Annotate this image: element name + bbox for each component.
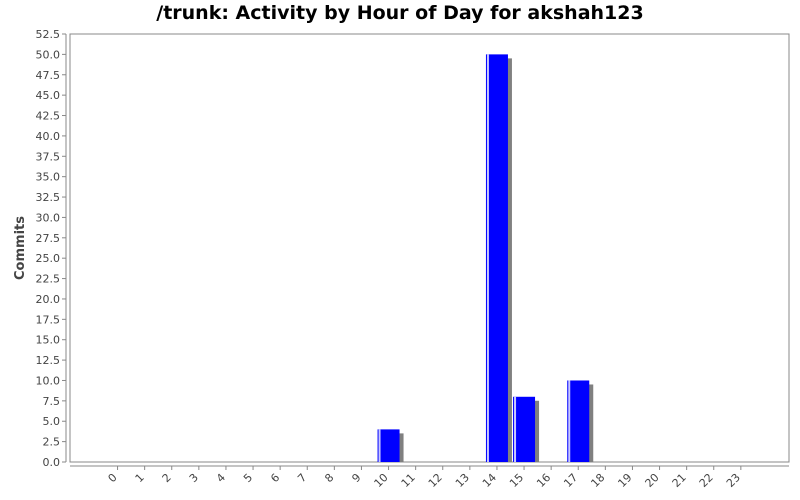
bar [377, 429, 400, 462]
x-tick-label: 3 [187, 471, 201, 485]
y-tick-label: 40.0 [36, 130, 61, 143]
x-tick-label: 13 [453, 471, 472, 490]
x-tick-label: 11 [399, 471, 418, 490]
x-tick-label: 18 [588, 471, 607, 490]
bars [377, 54, 594, 462]
plot-area [69, 33, 790, 463]
bar-highlight [378, 429, 381, 462]
y-axis-title: Commits [13, 216, 28, 280]
y-tick-label: 47.5 [36, 69, 61, 82]
y-tick-label: 17.5 [36, 313, 61, 326]
x-tick-label: 12 [426, 471, 445, 490]
y-tick-label: 2.5 [43, 436, 61, 449]
x-tick-label: 6 [268, 471, 282, 485]
y-tick-label: 27.5 [36, 232, 61, 245]
y-tick-label: 10.0 [36, 374, 61, 387]
y-tick-label: 52.5 [36, 28, 61, 41]
x-tick-label: 19 [615, 471, 634, 490]
y-tick-label: 42.5 [36, 110, 61, 123]
x-axis: 0 1 2 3 4 5 6 7 8 9 10 11 12 13 14 15 16 17 18 19 20 21 22 23 [70, 465, 789, 490]
x-tick-label: 8 [322, 471, 336, 485]
y-tick-label: 5.0 [43, 415, 61, 428]
y-tick-label: 50.0 [36, 48, 61, 61]
bar [513, 396, 536, 462]
x-tick-label: 21 [670, 471, 689, 490]
y-axis: 0.0 2.5 5.0 7.5 10.0 12.5 15.0 17.5 20.0 22.5 25.0… [36, 28, 67, 469]
x-tick-label: 5 [241, 471, 255, 485]
x-tick-label: 0 [106, 471, 120, 485]
y-tick-label: 30.0 [36, 211, 61, 224]
x-tick-label: 10 [372, 471, 391, 490]
x-tick-label: 15 [507, 471, 526, 490]
y-tick-label: 7.5 [43, 395, 61, 408]
bar [567, 380, 590, 462]
x-tick-label: 17 [561, 471, 580, 490]
y-tick-label: 37.5 [36, 150, 61, 163]
x-tick-label: 22 [697, 471, 716, 490]
y-tick-label: 45.0 [36, 89, 61, 102]
y-tick-label: 15.0 [36, 334, 61, 347]
x-tick-label: 16 [534, 471, 553, 490]
x-tick-label: 7 [295, 471, 309, 485]
x-tick-label: 4 [214, 471, 228, 485]
x-tick-label: 2 [160, 471, 174, 485]
x-tick-label: 14 [480, 471, 499, 490]
x-tick-label: 20 [643, 471, 662, 490]
y-tick-label: 0.0 [43, 456, 61, 469]
y-tick-label: 20.0 [36, 293, 61, 306]
y-tick-label: 32.5 [36, 191, 61, 204]
bar-highlight [486, 54, 489, 462]
y-tick-label: 22.5 [36, 273, 61, 286]
y-tick-label: 25.0 [36, 252, 61, 265]
x-tick-label: 23 [724, 471, 743, 490]
bar-highlight [568, 380, 571, 462]
y-tick-label: 35.0 [36, 171, 61, 184]
chart-title: /trunk: Activity by Hour of Day for aksh… [156, 2, 644, 24]
bar-highlight [514, 396, 517, 462]
bar [485, 54, 508, 462]
x-tick-label: 1 [133, 471, 147, 485]
y-tick-label: 12.5 [36, 354, 61, 367]
x-tick-label: 9 [349, 471, 363, 485]
